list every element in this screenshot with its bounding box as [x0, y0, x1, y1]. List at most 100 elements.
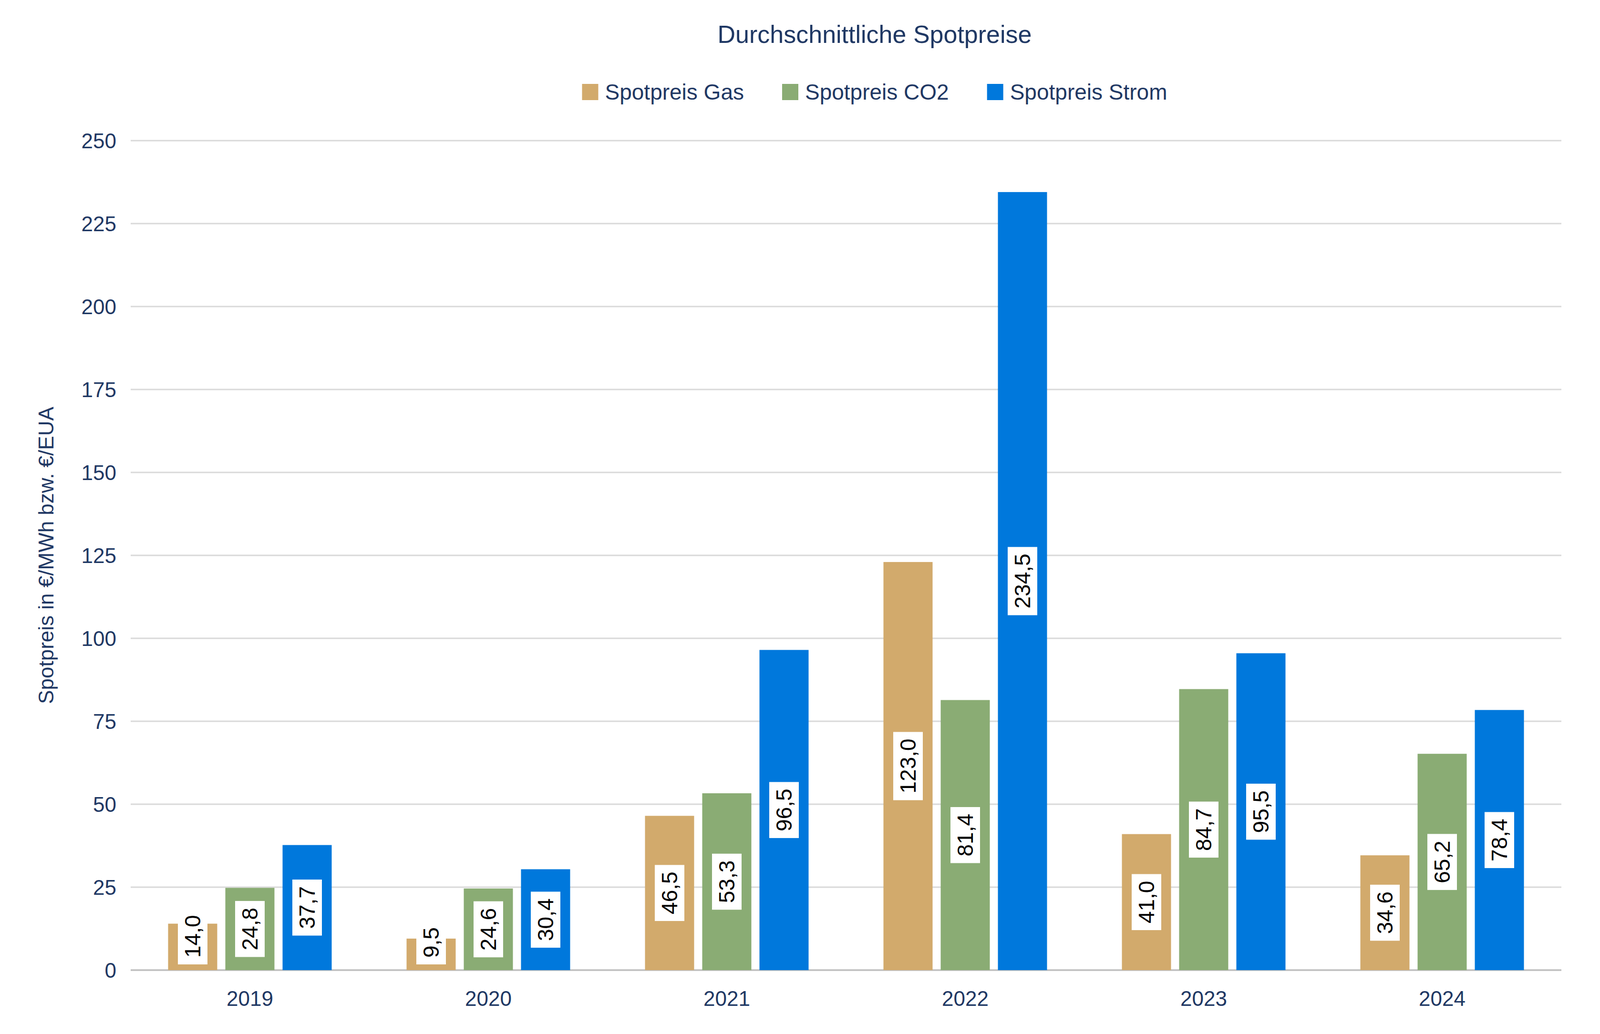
y-tick-label: 25	[92, 876, 117, 900]
legend-label: Spotpreis Strom	[1010, 79, 1168, 105]
x-tick-label: 2023	[1180, 987, 1228, 1011]
bar	[998, 192, 1048, 971]
data-label: 53,3	[714, 860, 740, 904]
grid-line	[130, 555, 1562, 557]
data-label: 24,6	[475, 908, 501, 952]
data-label-box	[1188, 801, 1219, 858]
data-label-box	[1427, 834, 1457, 891]
data-label: 46,5	[657, 871, 682, 915]
data-label-box	[893, 732, 923, 801]
data-label-box	[1131, 874, 1162, 931]
data-label-group: 30,4	[530, 891, 561, 949]
data-label: 65,2	[1429, 840, 1455, 884]
data-label-group: 53,3	[712, 854, 742, 911]
legend-swatch	[782, 83, 799, 101]
y-tick-label: 150	[81, 461, 117, 485]
bar	[225, 887, 275, 971]
data-label-box	[177, 908, 208, 965]
y-tick-label: 0	[104, 959, 117, 983]
chart: Durchschnittliche Spotpreise Spotpreis Ga…	[0, 0, 1600, 1034]
legend-swatch	[582, 83, 599, 101]
x-tick-label: 2024	[1418, 987, 1466, 1011]
data-label-box	[654, 865, 685, 922]
data-label-box	[235, 901, 265, 958]
grid-line	[130, 887, 1562, 889]
data-label-box	[769, 782, 799, 839]
y-axis-label: Spotpreis in €/MWh bzw. €/EUA	[34, 406, 58, 705]
x-tick-label: 2019	[226, 987, 274, 1011]
data-label: 78,4	[1486, 818, 1512, 862]
grid-line	[130, 721, 1562, 723]
data-label-group: 37,7	[292, 879, 322, 937]
data-label-group: 24,6	[473, 901, 504, 959]
bar	[282, 845, 332, 971]
grid-line	[130, 306, 1562, 308]
y-tick-label: 250	[81, 129, 117, 153]
bar	[1475, 710, 1525, 971]
data-label: 81,4	[952, 814, 978, 857]
y-tick-label: 225	[81, 212, 117, 236]
data-label-group: 9,5	[416, 920, 446, 965]
data-label-box	[1007, 547, 1038, 616]
data-label-group: 46,5	[654, 865, 685, 922]
bars	[168, 192, 1525, 971]
grid-line	[130, 389, 1562, 391]
bar	[883, 562, 933, 971]
title: Durchschnittliche Spotpreise	[717, 20, 1033, 49]
x-tick-label: 2022	[941, 987, 989, 1011]
y-tick-label: 50	[92, 793, 117, 817]
data-label-group: 96,5	[769, 782, 799, 839]
y-axis: 0 25 50 75 100 125 150 175 200 225 250	[81, 129, 1562, 983]
data-label-group: 41,0	[1131, 874, 1162, 931]
grid-line	[130, 140, 1562, 142]
bar	[1236, 653, 1286, 971]
data-label: 123,0	[895, 738, 921, 794]
data-label-box	[416, 920, 446, 965]
legend-item: Spotpreis CO2	[782, 79, 950, 105]
grid-line	[130, 638, 1562, 640]
bar	[645, 815, 695, 971]
data-label: 14,0	[180, 915, 206, 959]
bar	[702, 793, 752, 971]
y-tick-label: 125	[81, 544, 117, 568]
x-tick-label: 2020	[464, 987, 512, 1011]
data-label-box	[530, 891, 561, 949]
data-label-group: 234,5	[1007, 547, 1038, 616]
data-label-group: 78,4	[1484, 812, 1515, 869]
data-label: 9,5	[418, 927, 444, 959]
background	[0, 0, 1600, 1034]
bar	[1360, 855, 1410, 971]
y-tick-label: 200	[81, 295, 117, 319]
data-label-box	[1370, 885, 1400, 942]
data-label-group: 95,5	[1246, 784, 1276, 841]
legend-item: Spotpreis Gas	[582, 79, 744, 105]
data-label: 37,7	[294, 886, 320, 930]
x-tick-label: 2021	[703, 987, 751, 1011]
legend-label: Spotpreis CO2	[805, 79, 950, 105]
y-tick-label: 175	[81, 378, 117, 402]
data-label: 30,4	[533, 898, 558, 942]
data-label-box	[1484, 812, 1515, 869]
y-tick-label: 75	[92, 710, 117, 734]
data-label-group: 123,0	[893, 732, 923, 801]
legend: Spotpreis Gas Spotpreis CO2 Spotpreis Stro…	[582, 79, 1168, 105]
data-label: 34,6	[1372, 891, 1398, 935]
data-label-box	[950, 807, 981, 864]
bar	[521, 869, 571, 971]
data-label-box	[1246, 784, 1276, 841]
data-label: 84,7	[1191, 808, 1217, 852]
grid-line	[130, 223, 1562, 225]
bar	[464, 888, 514, 971]
y-tick-label: 100	[81, 627, 117, 651]
bar	[1179, 689, 1229, 971]
grid-line	[130, 804, 1562, 806]
data-label: 41,0	[1134, 881, 1159, 925]
bar	[940, 700, 991, 971]
data-label-group: 14,0	[177, 908, 208, 965]
legend-item: Spotpreis Strom	[987, 79, 1168, 105]
data-labels: 14,024,837,79,524,630,446,553,396,5123,0…	[177, 547, 1515, 965]
data-label: 96,5	[771, 788, 797, 832]
data-label-group: 65,2	[1427, 834, 1457, 891]
data-label-box	[292, 879, 322, 937]
legend-label: Spotpreis Gas	[605, 79, 744, 105]
